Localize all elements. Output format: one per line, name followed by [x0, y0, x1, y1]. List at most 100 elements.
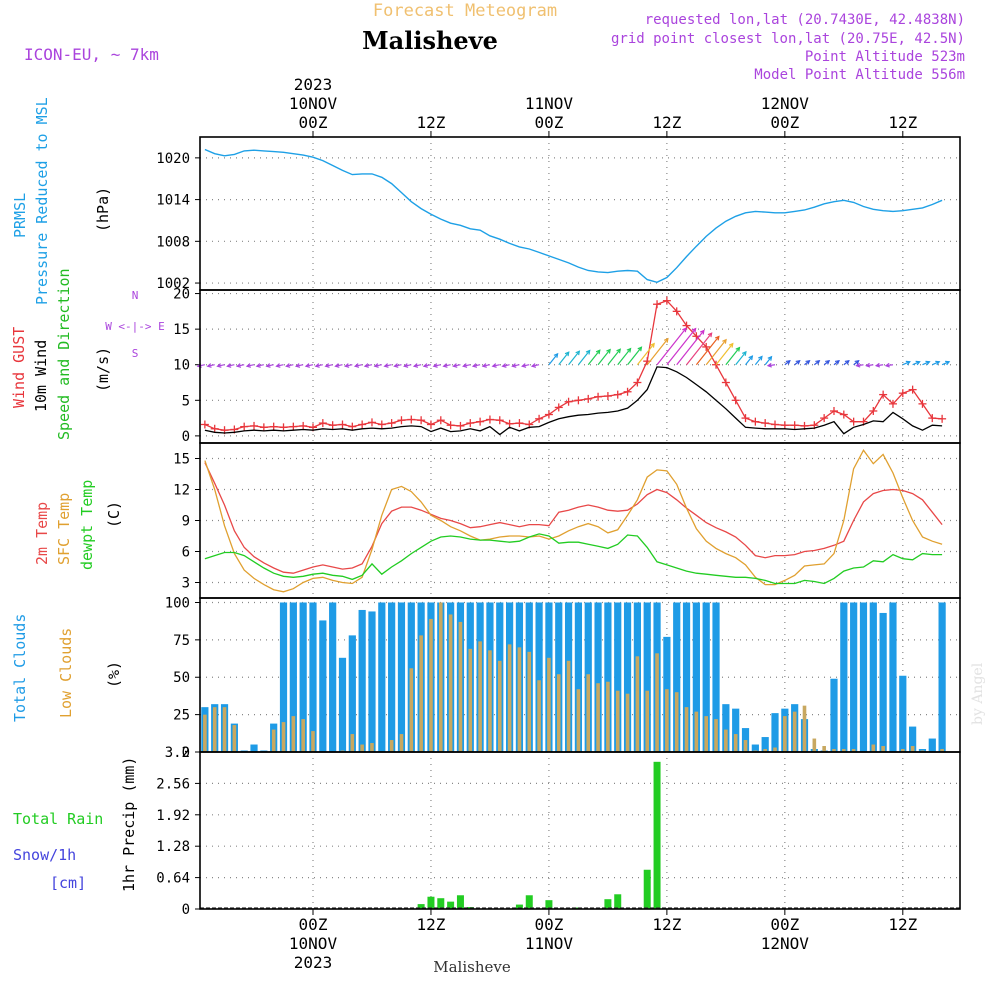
low-cloud-bar	[684, 707, 689, 752]
low-cloud-bar	[232, 725, 237, 752]
panel-frame	[199, 289, 961, 444]
wind-arrow	[403, 363, 412, 368]
wind-arrow	[855, 362, 864, 368]
panel-frame	[199, 751, 961, 910]
y-tick-label: 12	[173, 483, 190, 499]
gust-marker	[495, 416, 504, 425]
wind-arrow	[745, 355, 754, 366]
wind-label-3: Speed and Direction	[55, 268, 73, 440]
requested-coords: requested lon,lat (20.7430E, 42.4838N)	[645, 12, 965, 28]
gust-marker	[318, 419, 327, 428]
wind-arrow	[627, 346, 643, 366]
total-cloud-bar	[712, 602, 720, 752]
y-tick-label: 1.92	[156, 808, 190, 824]
wind-arrow	[452, 363, 461, 368]
gust-marker	[898, 389, 907, 398]
wind-arrow	[412, 363, 422, 368]
gust-marker	[938, 414, 947, 423]
gust-marker	[633, 378, 642, 387]
top-time-label: 12Z	[417, 113, 446, 132]
gust-marker	[918, 399, 927, 408]
wind-arrow	[548, 352, 559, 366]
gust-marker	[790, 421, 799, 430]
precip-label: 1hr Precip (mm)	[120, 757, 138, 892]
wind-arrow	[922, 360, 931, 366]
wind-arrow	[754, 355, 763, 366]
total-cloud-bar	[692, 602, 700, 752]
wind-arrow	[884, 362, 894, 368]
dewpt-temp-line	[204, 533, 943, 585]
low-cloud-bar	[507, 644, 512, 752]
low-cloud-bar	[596, 683, 600, 752]
wind-arrow	[636, 342, 655, 366]
wind-arrow	[804, 359, 811, 366]
y-tick-label: 1014	[156, 193, 190, 209]
gust-marker	[358, 420, 367, 429]
clouds-panel: 0 25 50 75 100	[165, 595, 961, 761]
wind-arrow	[587, 349, 601, 366]
total-cloud-bar	[348, 635, 356, 752]
temp-unit: (C)	[105, 501, 123, 528]
low-cloud-bar	[409, 668, 414, 752]
total-cloud-bar	[889, 602, 897, 752]
gust-marker	[387, 419, 396, 428]
low-cloud-bar	[458, 621, 463, 752]
wind-arrow	[656, 327, 687, 366]
gust-marker	[731, 396, 740, 405]
total-cloud-bar	[682, 602, 691, 752]
gust-marker	[780, 421, 789, 430]
gust-marker	[564, 397, 573, 406]
clouds-unit: (%)	[105, 661, 123, 688]
wind-arrow	[511, 363, 520, 368]
total-cloud-bar	[614, 602, 622, 752]
wind-arrow	[764, 355, 773, 366]
wind-arrow	[491, 363, 500, 368]
rain-bar	[515, 904, 523, 909]
gust-marker	[348, 422, 357, 431]
gust-marker	[544, 410, 553, 419]
rain-bar	[437, 898, 445, 909]
wind-arrow	[607, 348, 621, 366]
pressure-panel: 1002 1008 1014 1020	[156, 136, 961, 292]
gust-marker	[820, 414, 829, 423]
rain-bar	[545, 900, 553, 909]
low-cloud-bar	[665, 689, 669, 752]
low-cloud-bar	[547, 657, 551, 752]
low-cloud-bar	[694, 711, 699, 752]
bottom-time-label: 12NOV	[761, 934, 810, 953]
wind-arrow	[823, 359, 831, 366]
wind-arrow	[471, 363, 481, 368]
low-cloud-bar	[468, 648, 473, 752]
wind-arrow	[695, 335, 720, 366]
wind-label-1: Wind GUST	[10, 327, 28, 408]
gust-marker	[771, 420, 780, 429]
total-cloud-bar	[604, 602, 612, 752]
top-time-label: 12Z	[652, 113, 681, 132]
y-tick-label: 6	[182, 545, 190, 561]
gust-marker	[259, 423, 268, 432]
bottom-time-label: 2023	[294, 953, 333, 972]
wind-arrow	[912, 360, 921, 366]
wind-arrow	[344, 363, 353, 368]
temp-label-3: dewpt Temp	[78, 480, 96, 570]
low-cloud-bar	[212, 707, 217, 752]
model-label: ICON-EU, ~ 7km	[24, 45, 159, 64]
wind-arrow	[206, 363, 215, 368]
wind-arrow	[373, 363, 382, 368]
gust-marker	[397, 416, 406, 425]
total-cloud-bar	[771, 713, 779, 752]
gust-marker	[928, 414, 937, 423]
low-cloud-bar	[842, 749, 846, 752]
wind-arrow	[932, 360, 941, 366]
low-cloud-bar	[360, 744, 364, 752]
y-tick-label: 0	[182, 429, 190, 445]
y-tick-label: 9	[182, 514, 190, 530]
total-cloud-bar	[338, 657, 347, 752]
wind-arrow	[521, 363, 530, 368]
wind-arrow	[705, 338, 727, 366]
y-tick-label: 1002	[156, 276, 190, 292]
wind-arrow	[245, 363, 255, 368]
top-time-label: 10NOV	[289, 94, 338, 113]
